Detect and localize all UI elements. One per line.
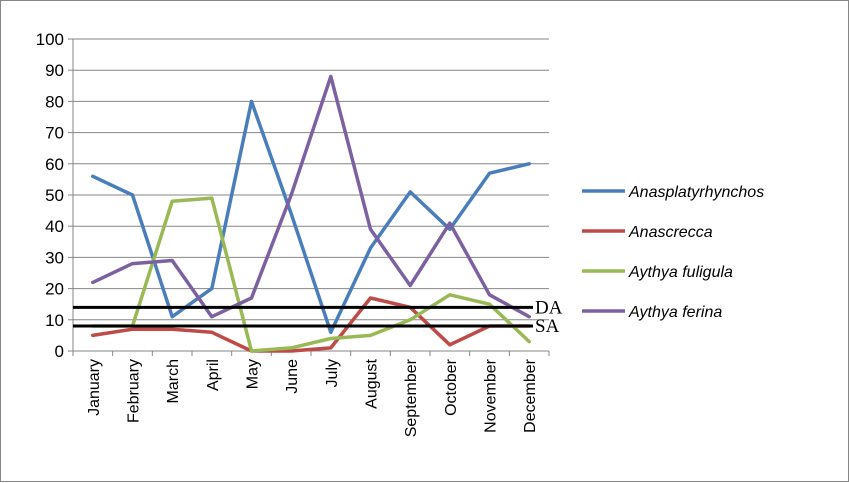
point-aythya-ferina-march <box>170 259 174 263</box>
x-tick-label-march: March <box>165 359 182 403</box>
x-tick-label-july: July <box>324 359 341 387</box>
y-tick-label-100: 100 <box>36 30 64 49</box>
reference-label-sa: SA <box>535 316 560 337</box>
y-tick-label-10: 10 <box>45 311 64 330</box>
point-aythya-ferina-august <box>369 227 372 231</box>
point-aythya-fuligula-july <box>329 337 333 341</box>
point-aythya-fuligula-april <box>210 196 214 200</box>
point-aythya-fuligula-may <box>250 349 253 353</box>
point-aythya-ferina-october <box>448 221 452 225</box>
y-axis-ticks: 0 10 20 30 40 50 60 70 80 90 100 <box>36 30 73 361</box>
point-aythya-fuligula-november <box>488 302 491 306</box>
series-aythya-ferina <box>91 74 531 319</box>
y-tick-label-40: 40 <box>45 217 64 236</box>
legend-label-anascrecca: Anascrecca <box>628 224 713 241</box>
point-aythya-ferina-november <box>488 293 491 297</box>
series-line-anascrecca <box>91 296 531 353</box>
series-aythya-fuligula <box>91 196 531 353</box>
x-axis-ticks: January February March April May June July Augu… <box>72 351 550 437</box>
point-aythya-ferina-september <box>408 283 412 287</box>
point-anascrecca-march <box>170 327 174 331</box>
point-anasplatyrhynchos-november <box>488 171 491 175</box>
legend: Anasplatyrhynchos Anascrecca Aythya fuligu… <box>582 184 764 321</box>
gridlines <box>72 38 549 352</box>
x-tick-label-october: October <box>443 358 460 416</box>
point-aythya-ferina-may <box>250 296 253 300</box>
point-aythya-ferina-april <box>210 315 214 319</box>
y-tick-label-50: 50 <box>45 186 64 205</box>
point-anasplatyrhynchos-march <box>170 315 174 319</box>
x-tick-label-september: September <box>403 358 420 437</box>
point-aythya-ferina-june <box>289 193 293 197</box>
y-tick-label-60: 60 <box>45 155 64 174</box>
x-tick-label-june: June <box>284 359 301 394</box>
point-anascrecca-august <box>369 296 372 300</box>
legend-label-aythya-ferina: Aythya ferina <box>628 304 722 321</box>
point-anasplatyrhynchos-may <box>250 99 253 103</box>
reference-label-da: DA <box>535 297 563 318</box>
y-tick-label-20: 20 <box>45 280 64 299</box>
x-tick-label-august: August <box>364 358 381 408</box>
point-anascrecca-january <box>91 333 95 337</box>
x-tick-label-november: November <box>483 358 500 432</box>
point-anasplatyrhynchos-october <box>448 227 452 231</box>
point-anasplatyrhynchos-january <box>91 174 95 178</box>
point-anascrecca-july <box>329 346 333 350</box>
point-anasplatyrhynchos-june <box>289 212 293 216</box>
x-tick-label-december: December <box>522 358 539 432</box>
y-tick-label-90: 90 <box>45 61 64 80</box>
point-anascrecca-april <box>210 330 214 334</box>
y-tick-label-80: 80 <box>45 92 64 111</box>
series-anasplatyrhynchos <box>91 99 531 335</box>
series-lines <box>91 74 531 353</box>
point-anascrecca-june <box>289 349 293 353</box>
point-aythya-fuligula-august <box>369 333 372 337</box>
y-tick-label-70: 70 <box>45 124 64 143</box>
point-aythya-ferina-december <box>527 315 531 319</box>
point-anascrecca-october <box>448 343 452 347</box>
point-aythya-fuligula-december <box>527 340 531 344</box>
point-aythya-fuligula-march <box>170 199 174 203</box>
x-tick-label-february: February <box>126 359 143 423</box>
series-line-aythya-fuligula <box>91 196 531 353</box>
point-anascrecca-february <box>131 327 134 331</box>
legend-label-anasplatyrhynchos: Anasplatyrhynchos <box>628 184 764 201</box>
x-tick-label-may: May <box>245 359 262 389</box>
y-tick-label-0: 0 <box>55 342 64 361</box>
point-aythya-fuligula-june <box>289 346 293 350</box>
point-aythya-ferina-july <box>329 74 333 78</box>
x-tick-label-january: January <box>86 359 103 416</box>
point-aythya-fuligula-september <box>408 318 412 322</box>
series-line-aythya-ferina <box>91 74 531 319</box>
x-tick-label-april: April <box>205 359 222 391</box>
point-aythya-ferina-january <box>91 280 95 284</box>
point-anasplatyrhynchos-august <box>369 246 372 250</box>
point-anasplatyrhynchos-july <box>329 330 333 334</box>
point-anasplatyrhynchos-february <box>131 193 134 197</box>
y-tick-label-30: 30 <box>45 248 64 267</box>
legend-label-aythya-fuligula: Aythya fuligula <box>628 264 733 281</box>
point-aythya-fuligula-october <box>448 293 452 297</box>
point-anasplatyrhynchos-april <box>210 287 214 291</box>
point-anasplatyrhynchos-september <box>408 190 412 194</box>
series-line-anasplatyrhynchos <box>91 99 531 335</box>
point-aythya-ferina-february <box>131 262 134 266</box>
point-anasplatyrhynchos-december <box>527 162 531 166</box>
